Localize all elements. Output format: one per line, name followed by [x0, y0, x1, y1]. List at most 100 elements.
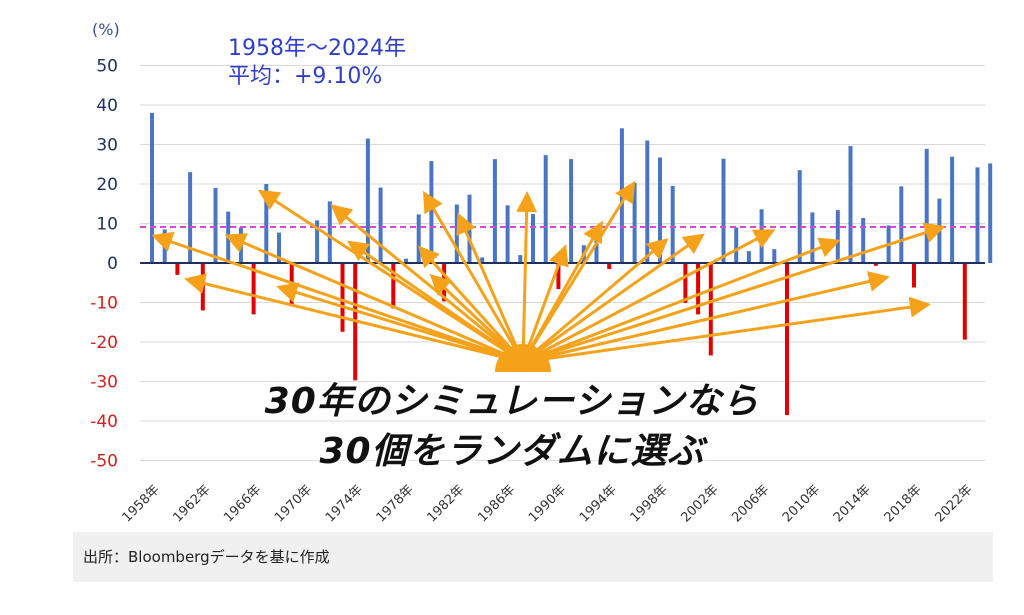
arrow [522, 238, 669, 364]
x-tick-label: 1998年 [628, 482, 671, 525]
x-tick-label: 2014年 [831, 482, 874, 525]
bar [696, 263, 701, 315]
x-tick-label: 1978年 [374, 482, 417, 525]
y-tick-label: -20 [90, 333, 118, 353]
bar [480, 257, 485, 263]
bar [531, 214, 535, 263]
y-tick-label: 40 [96, 96, 118, 116]
bar [721, 158, 726, 263]
bar [454, 204, 459, 263]
bar [200, 263, 205, 311]
bar [391, 263, 396, 309]
bar [924, 148, 929, 263]
arrow [224, 233, 524, 364]
bar [835, 210, 840, 263]
bar [683, 263, 688, 303]
arrow [522, 222, 946, 364]
bar [505, 205, 510, 263]
arrow [151, 231, 524, 364]
y-tick-label: 0 [107, 254, 118, 274]
bar [175, 263, 180, 275]
bar [213, 187, 218, 263]
x-tick-label: 2018年 [882, 482, 925, 525]
bar [404, 258, 408, 263]
bar [810, 212, 815, 263]
x-tick-label: 2022年 [932, 482, 975, 525]
bar [416, 214, 421, 263]
arrow [347, 240, 524, 364]
chart: 50 40 30 20 10 0 -10 -20 -30 -40 -50 1958年 1962年 1966… [90, 20, 993, 525]
bar [619, 128, 624, 263]
bar [188, 172, 193, 263]
bar [569, 159, 574, 263]
arrow [184, 273, 524, 364]
callout-line-2: 30個をランダムに選ぶ [319, 431, 705, 472]
bar [543, 155, 548, 263]
bar [975, 167, 980, 263]
y-tick-label: -10 [90, 294, 118, 314]
bar [772, 249, 777, 263]
x-tick-label: 1958年 [120, 482, 163, 525]
x-tick-label: 2002年 [678, 482, 721, 525]
arrow [417, 245, 525, 364]
bar [734, 227, 739, 263]
bar [277, 232, 281, 263]
arrow [522, 229, 776, 364]
arrow [522, 237, 841, 364]
x-tick-label: 2010年 [780, 482, 823, 525]
bar [632, 182, 637, 263]
y-tick-label: -50 [90, 452, 118, 472]
arrow [521, 220, 603, 363]
arrow [522, 233, 705, 364]
bar [150, 112, 154, 264]
bar [645, 140, 650, 263]
y-tick-label: 20 [96, 175, 118, 195]
bar [556, 263, 561, 290]
x-tick-label: 1994年 [577, 482, 620, 525]
source-bar: 出所：Bloombergデータを基に作成 [73, 532, 993, 582]
bar [226, 211, 231, 263]
average-label: 平均：+9.10% [228, 64, 383, 89]
bar [912, 263, 916, 288]
bar [861, 217, 866, 263]
arrow [276, 282, 524, 364]
bar [848, 146, 853, 263]
x-tick-label: 1982年 [424, 482, 467, 525]
source-text: 出所：Bloombergデータを基に作成 [83, 548, 330, 566]
bar [594, 234, 599, 263]
bar [365, 138, 370, 263]
arrow [522, 296, 931, 364]
bar [429, 161, 434, 263]
bar [327, 201, 332, 263]
bar [658, 157, 662, 263]
period-label: 1958年～2024年 [228, 36, 406, 61]
bar [492, 159, 497, 263]
bar [873, 263, 878, 266]
bar [670, 185, 675, 263]
bar [785, 263, 789, 416]
bar [962, 263, 967, 340]
bar [162, 229, 167, 263]
x-tick-label: 2006年 [729, 482, 772, 525]
x-tick-label: 1990年 [526, 482, 569, 525]
y-tick-label: 10 [96, 215, 118, 235]
bar [315, 220, 320, 263]
y-tick-label: 50 [96, 57, 118, 77]
bar [264, 184, 269, 263]
arrow [330, 204, 524, 364]
y-axis-unit: (%) [92, 20, 120, 39]
bar [518, 255, 523, 263]
arrow [422, 190, 525, 363]
arrow [456, 212, 525, 363]
bar [238, 227, 243, 263]
x-tick-label: 1974年 [323, 482, 366, 525]
bar [899, 186, 904, 263]
x-tick-label: 1966年 [221, 482, 264, 525]
arrow-origin [495, 344, 551, 372]
callout-line-1: 30年のシミュレーションなら [264, 381, 760, 422]
bar [988, 163, 993, 263]
bar [378, 187, 383, 263]
bar [607, 263, 612, 269]
y-tick-label: -30 [90, 373, 118, 393]
